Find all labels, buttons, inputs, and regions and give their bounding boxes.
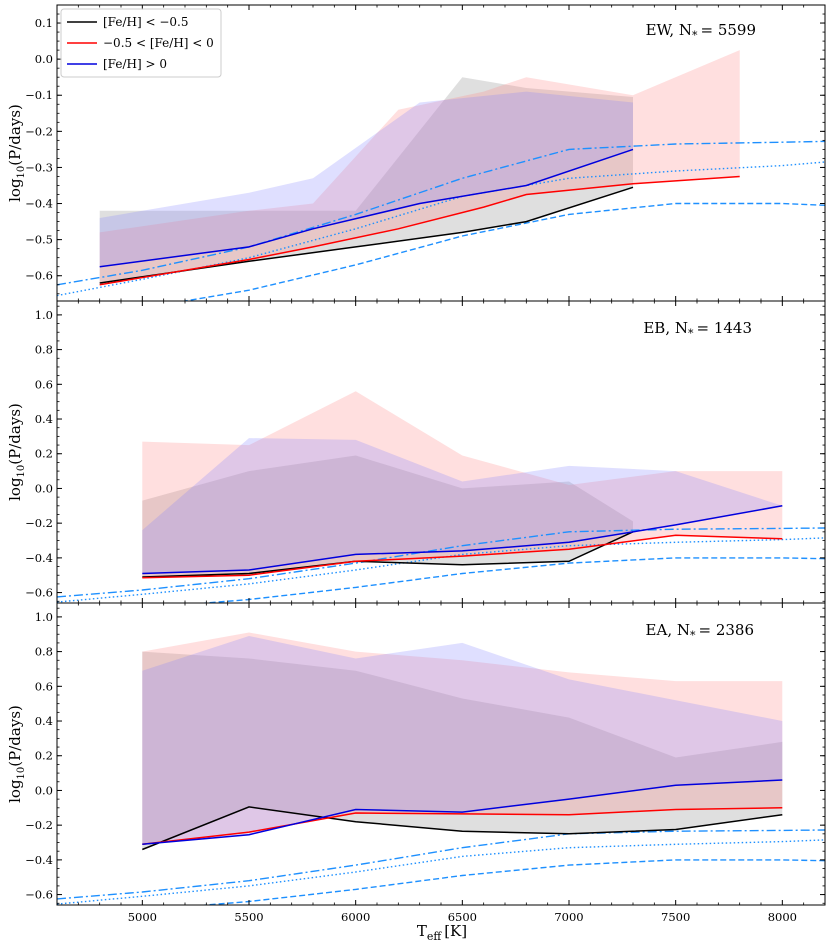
x-tick-label: 5000 (128, 910, 157, 924)
y-tick-label: 0.0 (35, 783, 53, 797)
x-tick-label: 5500 (234, 910, 263, 924)
panel-ea: −0.6 −0.4 −0.2 0.0 0.2 0.4 0.6 0.8 1.0 5000 5500 60… (25, 602, 826, 924)
panel-eb: −0.6 −0.4 −0.2 0.0 0.2 0.4 0.6 0.8 1.0 (25, 300, 826, 604)
y-tick-label: 0.4 (35, 412, 53, 426)
y-axis-label-sub: 10 (16, 166, 27, 179)
reference-curve-dotted (57, 537, 825, 603)
legend-label-mid: −0.5 < [Fe/H] < 0 (103, 36, 214, 50)
band-high (142, 636, 783, 845)
reference-curve-dashed (197, 557, 825, 603)
panel-label-text: EB, N (643, 319, 688, 337)
y-tick-label: 1.0 (35, 308, 53, 322)
y-tick-label: −0.4 (25, 551, 53, 565)
reference-curve-dotted (57, 161, 825, 297)
median-line-high (99, 148, 634, 268)
panel-label-ew: EW, N* = 5599 (646, 21, 756, 42)
y-axis-label-ea: log10(P/days) (6, 705, 27, 803)
median-line-high (142, 779, 783, 846)
y-axis-label-sub: 10 (16, 465, 27, 478)
median-line-low (99, 186, 634, 284)
y-axis-label-ew: log10(P/days) (6, 104, 27, 202)
plot-area-eb (57, 391, 825, 603)
reference-curve-dashdot (57, 829, 825, 900)
y-axis-label-main: log (6, 178, 24, 202)
band-low (142, 651, 783, 850)
x-tick-label: 7500 (661, 910, 690, 924)
y-axis-label-tail: (P/days) (6, 104, 24, 166)
y-axis-label-tail: (P/days) (6, 403, 24, 465)
band-high (142, 438, 783, 574)
panel-label-text: EW, N (646, 21, 692, 39)
y-tick-label: 0.8 (35, 343, 53, 357)
reference-curve-dashed (197, 859, 825, 905)
median-line-mid (142, 807, 783, 846)
legend-label-high: [Fe/H] > 0 (103, 57, 167, 71)
y-axis-label-sub: 10 (16, 767, 27, 780)
y-tick-label: −0.6 (25, 269, 53, 283)
y-axis-label-tail: (P/days) (6, 705, 24, 767)
y-tick-label: 0.6 (35, 679, 53, 693)
reference-curve-dashed (180, 202, 825, 301)
x-axis-label: Teff [K] (417, 922, 467, 943)
panel-label-sub: * (688, 327, 694, 340)
y-tick-label: 0.0 (35, 52, 53, 66)
x-tick-label: 8000 (768, 910, 797, 924)
legend-box (60, 8, 222, 78)
y-tick-label: −0.5 (25, 233, 53, 247)
y-tick-label: −0.2 (25, 818, 53, 832)
x-axis-label-main: T (417, 922, 427, 940)
y-tick-label: 0.0 (35, 481, 53, 495)
panel-label-eb: EB, N* = 1443 (643, 319, 752, 340)
panel-label-value: = 1443 (696, 319, 752, 337)
y-tick-label: −0.3 (25, 160, 53, 174)
y-axis-label-main: log (6, 779, 24, 803)
y-axis-label-main: log (6, 477, 24, 501)
y-tick-label: 0.4 (35, 714, 53, 728)
panel-ew: −0.6 −0.5 −0.4 −0.3 −0.2 −0.1 0.0 0.1 (25, 4, 826, 302)
y-tick-label: −0.1 (25, 88, 53, 102)
panel-label-sub: * (690, 629, 696, 642)
y-tick-label: −0.4 (25, 853, 53, 867)
band-high (99, 91, 633, 267)
panel-label-text: EA, N (646, 621, 690, 639)
y-axis-label-eb: log10(P/days) (6, 403, 27, 501)
y-tick-label: 0.2 (35, 447, 53, 461)
band-mid (142, 632, 783, 845)
reference-curve-dotted (57, 839, 825, 905)
y-tick-label: −0.6 (25, 888, 53, 902)
y-tick-label: 0.6 (35, 377, 53, 391)
x-tick-label: 6500 (448, 910, 477, 924)
band-low (99, 77, 633, 283)
panel-label-ea: EA, N* = 2386 (646, 621, 754, 642)
x-tick-label: 7000 (554, 910, 583, 924)
x-tick-label: 6000 (341, 910, 370, 924)
plot-area-ew (57, 50, 825, 301)
y-tick-label: −0.6 (25, 586, 53, 600)
y-tick-label: 1.0 (35, 610, 53, 624)
reference-curve-dashdot (57, 140, 825, 286)
median-line-high (142, 505, 783, 575)
panel-label-sub: * (692, 29, 698, 42)
y-tick-label: 0.2 (35, 749, 53, 763)
y-tick-label: 0.8 (35, 645, 53, 659)
x-axis-label-sub: eff (427, 930, 443, 943)
reference-curve-dashdot (57, 527, 825, 598)
y-tick-label: −0.2 (25, 124, 53, 138)
plot-area-ea (57, 632, 825, 905)
median-line-low (142, 806, 783, 851)
y-tick-label: −0.2 (25, 516, 53, 530)
panel-label-value: = 5599 (700, 21, 756, 39)
y-tick-label: 0.1 (35, 16, 53, 30)
x-axis-label-unit: [K] (444, 922, 467, 940)
legend-label-low: [Fe/H] < −0.5 (103, 15, 188, 29)
median-line-mid (142, 534, 783, 579)
panel-label-value: = 2386 (698, 621, 754, 639)
y-tick-label: −0.4 (25, 197, 53, 211)
median-line-mid (99, 175, 740, 286)
band-mid (99, 50, 740, 285)
median-line-low (142, 531, 634, 578)
legend: [Fe/H] < −0.5 −0.5 < [Fe/H] < 0 [Fe/H] >… (60, 8, 222, 78)
